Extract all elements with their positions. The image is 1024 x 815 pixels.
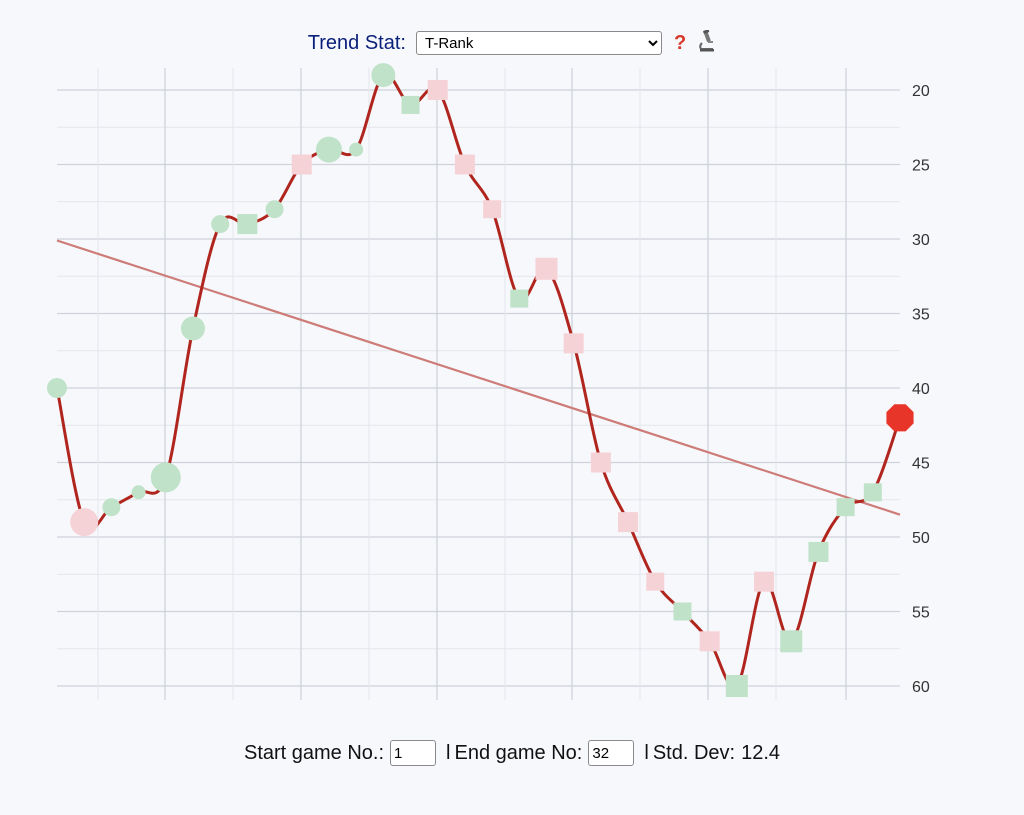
trend-line bbox=[56, 239, 901, 516]
data-point bbox=[349, 142, 364, 157]
start-game-label: Start game No.: bbox=[243, 741, 385, 764]
data-point bbox=[590, 452, 611, 473]
data-point bbox=[863, 483, 882, 502]
data-markers bbox=[47, 63, 914, 697]
series-line bbox=[55, 72, 902, 689]
data-point bbox=[618, 512, 639, 533]
y-tick-label: 60 bbox=[912, 679, 930, 696]
y-tick-label: 40 bbox=[912, 381, 930, 398]
data-point bbox=[808, 541, 829, 562]
data-point bbox=[47, 378, 67, 398]
data-point bbox=[780, 630, 803, 653]
trend-stat-select[interactable]: T-Rank bbox=[415, 31, 662, 55]
end-game-label: End game No: bbox=[454, 741, 583, 764]
help-icon[interactable]: ? bbox=[673, 31, 687, 54]
data-point bbox=[510, 289, 529, 308]
data-point bbox=[427, 80, 448, 100]
data-point bbox=[237, 214, 258, 235]
y-tick-label: 30 bbox=[912, 232, 930, 249]
data-point-latest bbox=[886, 404, 914, 432]
end-game-input[interactable] bbox=[588, 740, 635, 766]
start-game-input[interactable] bbox=[390, 740, 437, 766]
trend-chart: 20 25 30 35 40 45 50 55 60 bbox=[47, 63, 930, 700]
data-point bbox=[291, 154, 312, 175]
trend-line-layer bbox=[56, 239, 901, 516]
std-dev-value: 12.4 bbox=[741, 741, 781, 764]
y-tick-label: 35 bbox=[912, 307, 930, 324]
y-tick-label: 50 bbox=[912, 530, 930, 547]
data-point bbox=[265, 200, 284, 219]
data-point bbox=[836, 498, 855, 517]
data-point bbox=[535, 257, 558, 280]
microscope-icon[interactable] bbox=[698, 28, 716, 57]
trend-stat-bar: Trend Stat : T-Rank ? bbox=[0, 28, 1024, 57]
data-point bbox=[371, 63, 396, 88]
data-point bbox=[180, 316, 205, 341]
y-tick-label: 55 bbox=[912, 605, 930, 622]
y-tick-label: 45 bbox=[912, 456, 930, 473]
data-point bbox=[754, 571, 775, 592]
data-point bbox=[102, 498, 121, 517]
separator: l bbox=[644, 741, 649, 764]
data-point bbox=[483, 200, 502, 219]
game-range-controls: Start game No.: l End game No: l Std. De… bbox=[0, 738, 1024, 768]
trend-stat-colon: : bbox=[400, 31, 406, 54]
separator: l bbox=[446, 741, 451, 764]
data-point bbox=[673, 602, 692, 621]
trend-stat-label: Trend Stat bbox=[307, 31, 401, 54]
data-point bbox=[211, 215, 230, 234]
data-point bbox=[401, 95, 420, 114]
data-point bbox=[563, 333, 584, 354]
data-point bbox=[70, 508, 99, 537]
chart-grid bbox=[57, 68, 900, 700]
data-point bbox=[699, 631, 720, 652]
data-point bbox=[454, 154, 475, 175]
std-dev-label: Std. Dev: bbox=[652, 741, 736, 764]
data-point bbox=[725, 675, 748, 697]
series-line-layer bbox=[55, 72, 902, 689]
data-point bbox=[315, 136, 342, 163]
y-tick-label: 20 bbox=[912, 83, 930, 100]
y-axis: 20 25 30 35 40 45 50 55 60 bbox=[912, 83, 930, 696]
data-point bbox=[131, 485, 146, 500]
y-tick-label: 25 bbox=[912, 158, 930, 175]
data-point bbox=[150, 462, 181, 493]
data-point bbox=[646, 572, 665, 591]
